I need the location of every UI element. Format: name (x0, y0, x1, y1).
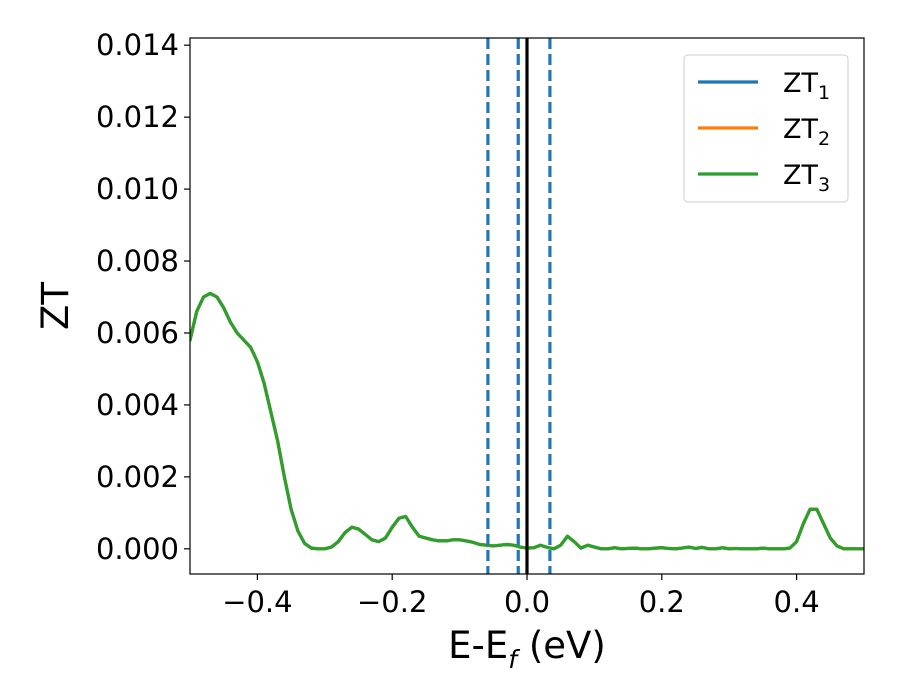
x-tick-label: −0.4 (222, 585, 292, 619)
y-tick-label: 0.014 (96, 28, 179, 62)
legend-label-zt2: ZT2 (783, 114, 830, 150)
y-tick-label: 0.000 (96, 532, 179, 566)
y-tick-label: 0.012 (96, 100, 179, 134)
x-axis-label-unit: (eV) (517, 624, 606, 667)
y-tick-label: 0.006 (96, 316, 179, 350)
x-tick-label: −0.2 (357, 585, 427, 619)
y-axis-label: ZT (34, 282, 77, 330)
y-tick-label: 0.008 (96, 244, 179, 278)
legend-frame (683, 54, 849, 203)
plot-area (190, 38, 864, 574)
legend: ZT1 ZT2 ZT3 (683, 54, 849, 203)
legend-label-zt3: ZT3 (783, 160, 830, 196)
y-tick-label: 0.010 (96, 172, 179, 206)
x-axis-label: E-Ef (eV) (448, 624, 606, 674)
x-tick-label: 0.0 (504, 585, 550, 619)
x-tick-label: 0.2 (639, 585, 685, 619)
legend-label-zt1: ZT1 (783, 68, 830, 104)
axis-ticks: −0.4 −0.2 0.0 0.2 0.4 0.000 0.002 0.004 0.006 0.0… (96, 28, 820, 619)
y-tick-label: 0.004 (96, 388, 179, 422)
y-tick-label: 0.002 (96, 460, 179, 494)
x-tick-label: 0.4 (774, 585, 820, 619)
